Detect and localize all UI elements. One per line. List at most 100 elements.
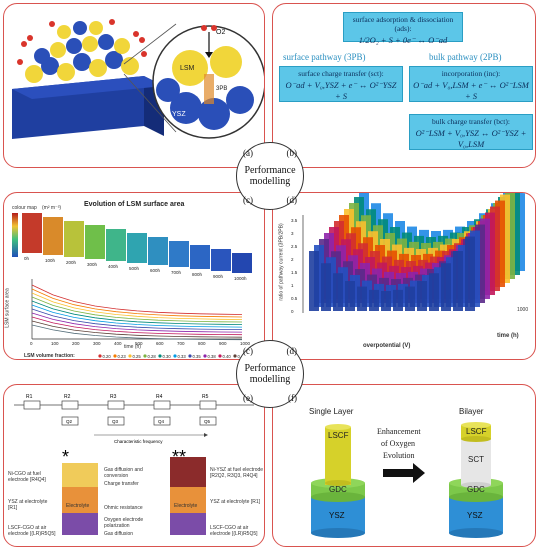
micrograph-3: [85, 225, 105, 259]
hub-top-label-c: (c): [243, 195, 253, 205]
single-lscf-label: LSCF: [328, 431, 349, 440]
legend-marker-9: [233, 354, 237, 358]
volume-fraction-legend: 0.200.230.250.280.300.330.350.380.400.43…: [98, 354, 261, 359]
c-xtick-7: 700: [177, 341, 185, 346]
c-xtick-1: 100: [51, 341, 59, 346]
r1-label: R1: [26, 394, 33, 400]
sct-box: surface charge transfer (sct): O⁻ad + V₀…: [279, 66, 403, 102]
r4-label: R4: [156, 394, 163, 400]
micrograph-9: [211, 249, 231, 271]
micrograph-1: [43, 217, 63, 255]
panel-c-title: Evolution of LSM surface area: [84, 201, 185, 208]
d-ztick-5: 2.5: [291, 244, 298, 249]
bct-title: bulk charge transfer (bct):: [432, 117, 510, 126]
electrolyte-right: Electrolyte: [174, 503, 198, 509]
inc-box: incorporation (inc): O⁻ad + V₀,LSM + e⁻ …: [409, 66, 533, 102]
q5-label: Q5: [204, 419, 211, 424]
bar-0-13: [465, 236, 475, 311]
panel-d-xlabel: overpotential (V): [363, 343, 411, 349]
decay-curve-4: [31, 300, 243, 325]
decay-curve-1: [31, 288, 243, 318]
panel-d-zlabel: ratio of pathway current (3PB/2PB): [278, 223, 285, 301]
bar-0-9: [417, 281, 427, 311]
left-top-label: Ni-CGO at fuel electrode [R4Q4]: [8, 471, 46, 483]
d-ztick-3: 1.5: [291, 270, 298, 275]
panel-c-ylabel: LSM surface area: [4, 288, 11, 328]
legend-value-6: 0.35: [193, 354, 202, 359]
inc-title: incorporation (inc):: [441, 69, 501, 78]
hub-bottom-label-c: (c): [243, 346, 253, 356]
panel-c: Evolution of LSM surface area colour map…: [3, 192, 265, 360]
q3-label: Q3: [112, 419, 119, 424]
ads-title: surface adsorption & dissociation (ads):: [352, 15, 454, 33]
bar-0-3: [345, 281, 355, 311]
ads-formula: 1/2O₂ + S + 0e⁻ ↔ O⁻ad: [358, 35, 448, 45]
bar-0-2: [333, 273, 343, 311]
panel-e: R1 R2 R3 R4 R5 Q2 Q3 Q4 Q5 Characteristi…: [3, 384, 265, 547]
c-xtick-8: 800: [198, 341, 206, 346]
c-xtick-5: 500: [135, 341, 143, 346]
decay-curve-7: [31, 312, 243, 333]
legend-value-5: 0.33: [178, 354, 187, 359]
lsm-label: LSM: [180, 65, 195, 72]
time-label-1: 100h: [45, 258, 56, 263]
left-bottom-label: LSCF-CGO at air electrode [(LR)R5Q5]: [8, 525, 56, 537]
colorbar: [12, 213, 18, 257]
hub-bottom-label-e: (e): [243, 393, 253, 403]
panel-b: surface adsorption & dissociation (ads):…: [272, 3, 536, 168]
legend-value-1: 0.23: [118, 354, 127, 359]
cell-stacks: [62, 457, 206, 535]
colormap-unit: (m² m⁻³): [42, 205, 62, 211]
decay-curve-9: [31, 320, 243, 338]
decay-curve-2: [31, 292, 243, 320]
bilayer-gdc-label: GDC: [467, 485, 485, 494]
bar-0-11: [441, 263, 451, 311]
single-layer-stack: [311, 424, 365, 538]
layer-cylinders: [311, 422, 503, 538]
sct-formula: O⁻ad + V₀,YSZ + e⁻ ↔ O²⁻YSZ + S: [285, 80, 397, 101]
hub-top-label-d: (d): [286, 195, 298, 205]
ads-box: surface adsorption & dissociation (ads):…: [343, 12, 463, 45]
legend-marker-7: [203, 354, 207, 358]
panel-f: Single Layer Bilayer Enhancement of Oxyg…: [272, 384, 536, 547]
q2-label: Q2: [66, 419, 73, 424]
bar-0-10: [429, 273, 439, 311]
panel-a: O2 LSM YSZ 3PB: [3, 3, 265, 168]
bilayer-stack: [449, 422, 503, 538]
ysz-label: YSZ: [172, 111, 186, 118]
d-ztick-0: 0: [291, 309, 294, 314]
time-label-7: 700h: [171, 270, 182, 275]
hub-top-line1: Performance: [244, 165, 296, 176]
time-label-4: 400h: [108, 264, 119, 269]
micrograph-6: [148, 237, 168, 265]
legend-value-3: 0.28: [148, 354, 157, 359]
c-xtick-4: 400: [114, 341, 122, 346]
arrow-text-3: Evolution: [383, 451, 415, 460]
inc-formula: O⁻ad + V₀,LSM + e⁻ ↔ O²⁻LSM + S: [413, 80, 529, 101]
bar-0-5: [369, 289, 379, 311]
ysz-substrate-top: [12, 76, 164, 99]
legend-marker-8: [218, 354, 222, 358]
left-mid-label: YSZ at electrolyte [R1]: [8, 499, 48, 511]
bar-0-0: [309, 251, 319, 311]
c-xtick-9: 900: [219, 341, 227, 346]
r3-label: R3: [110, 394, 117, 400]
c-xtick-2: 200: [72, 341, 80, 346]
performance-hub-bottom: (c) (d) (e) (f) Performance modelling: [236, 340, 304, 408]
decay-curves: [31, 284, 243, 341]
time-label-9: 900h: [213, 274, 224, 279]
legend-value-7: 0.38: [208, 354, 217, 359]
bar-0-4: [357, 286, 367, 311]
center-item-1: Gas diffusion and conversion: [104, 467, 143, 479]
hub-top-line2: modelling: [249, 176, 291, 187]
time-label-0: 0h: [24, 256, 30, 261]
sct-title: surface charge transfer (sct):: [298, 69, 384, 78]
center-item-5: Gas diffusion: [104, 531, 134, 537]
hub-top-label-a: (a): [243, 148, 253, 158]
micrograph-2: [64, 221, 84, 257]
bct-box: bulk charge transfer (bct): O²⁻LSM + V₀,…: [409, 114, 533, 150]
d-ztick-7: 3.5: [291, 218, 298, 223]
single-gdc-label: GDC: [329, 485, 347, 494]
micrograph-10: [232, 253, 252, 273]
hub-bottom-line1: Performance: [244, 363, 296, 374]
